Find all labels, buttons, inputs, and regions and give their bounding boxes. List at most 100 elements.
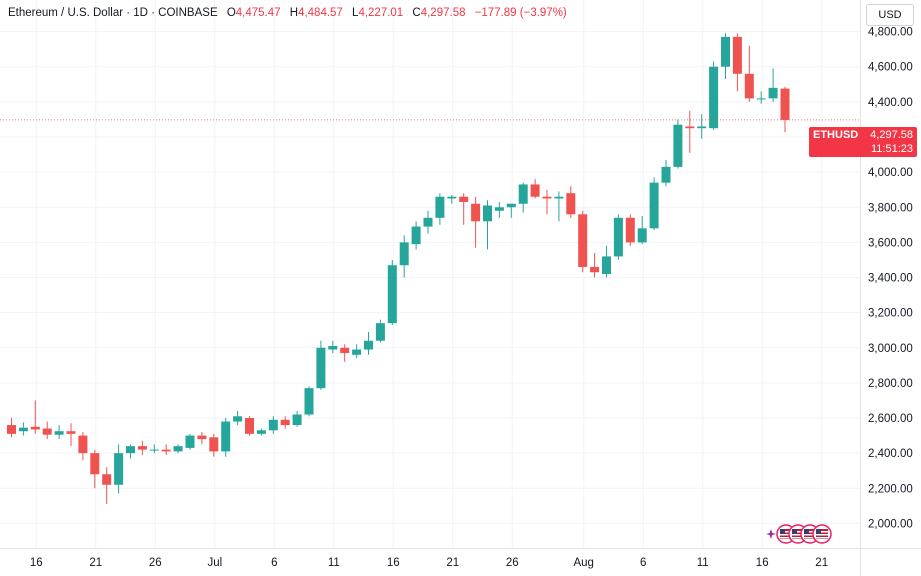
x-tick-label: Jul: [207, 557, 222, 569]
candle-body: [66, 431, 76, 434]
candle-body: [411, 226, 421, 245]
candle-body: [447, 196, 457, 199]
currency-button[interactable]: USD: [866, 4, 914, 26]
y-tick-label: 2,200.00: [868, 483, 913, 495]
x-tick-label: Aug: [573, 557, 593, 569]
candle-body: [280, 419, 290, 426]
candle-body: [697, 126, 707, 129]
candle: [149, 444, 159, 454]
candle-body: [78, 435, 88, 454]
candle-body: [387, 265, 397, 324]
candle-body: [18, 427, 28, 432]
candle: [780, 87, 790, 133]
candle: [590, 252, 600, 278]
y-tick-label: 2,800.00: [868, 378, 913, 390]
candle-body: [685, 126, 695, 129]
candle: [709, 61, 719, 130]
candle: [732, 33, 742, 92]
candle-body: [721, 36, 730, 67]
candle: [304, 386, 314, 417]
candle-body: [268, 419, 278, 431]
x-tick-label: 26: [149, 557, 162, 569]
y-tick-label: 3,000.00: [868, 343, 913, 355]
candle-body: [709, 66, 719, 129]
us-flag-icon[interactable]: [812, 524, 832, 544]
candle: [173, 444, 183, 454]
x-tick-label: 21: [815, 557, 828, 569]
candle: [756, 91, 766, 104]
candle: [233, 411, 243, 426]
candle: [245, 416, 254, 436]
candle: [685, 110, 695, 153]
candle-body: [625, 217, 635, 243]
candle: [90, 449, 100, 489]
candle-body: [185, 435, 195, 448]
candle-body: [197, 435, 207, 440]
candle: [744, 45, 754, 102]
candle: [161, 444, 171, 455]
y-tick-label: 2,600.00: [868, 413, 913, 425]
candle-body: [637, 228, 647, 243]
candle: [197, 432, 207, 445]
candle-body: [328, 346, 338, 350]
low-label: L: [352, 7, 359, 19]
candle: [185, 433, 195, 450]
candle-body: [292, 414, 302, 426]
candle-body: [102, 474, 112, 485]
low-value: 4,227.01: [358, 7, 404, 19]
candle-body: [578, 214, 588, 267]
candle-body: [161, 449, 171, 452]
sparkle-icon[interactable]: [766, 529, 776, 539]
candle-body: [494, 207, 504, 211]
candle-body: [399, 242, 409, 266]
candle: [18, 422, 28, 436]
x-tick-label: 6: [640, 557, 646, 569]
candle-body: [756, 98, 766, 100]
candle: [411, 221, 421, 250]
high-value: 4,484.57: [298, 7, 343, 19]
candle: [483, 200, 492, 250]
candle-body: [566, 193, 576, 215]
candle: [42, 421, 52, 440]
candle-body: [554, 196, 564, 199]
x-tick-label: 11: [328, 557, 340, 569]
open-value: 4,475.47: [235, 7, 281, 19]
candle-body: [90, 453, 100, 475]
candle: [554, 191, 564, 222]
candle: [209, 433, 219, 457]
x-tick-label: 16: [387, 557, 400, 569]
candle-body: [209, 437, 219, 452]
candle: [673, 119, 683, 169]
candle: [542, 189, 552, 215]
high-label: H: [289, 7, 299, 19]
candle-body: [661, 166, 671, 183]
y-tick-label: 4,000.00: [868, 167, 913, 179]
candle: [435, 193, 445, 225]
candle: [530, 179, 540, 199]
candle: [602, 245, 611, 278]
events-markers[interactable]: [764, 523, 836, 545]
candle: [387, 259, 397, 325]
candle-body: [221, 421, 231, 452]
price-tag-countdown: 11:51:23: [870, 143, 913, 155]
x-tick-label: 16: [756, 557, 769, 569]
candle: [697, 114, 707, 139]
candle: [280, 416, 290, 429]
candle-body: [471, 203, 481, 222]
candle: [506, 203, 516, 218]
close-label: C: [412, 7, 421, 19]
candle-body: [126, 446, 135, 454]
candles: [7, 33, 790, 505]
y-tick-label: 3,400.00: [868, 273, 913, 285]
candle: [256, 428, 266, 436]
candle: [625, 214, 635, 246]
x-axis-ticks: 16 21 26 Jul 6 11 16 21 26 Aug 6 11 16 21: [30, 557, 828, 569]
symbol-title[interactable]: Ethereum / U.S. Dollar · 1D · COINBASE: [8, 7, 218, 19]
candle: [399, 235, 409, 278]
candle: [471, 196, 481, 248]
y-tick-label: 2,000.00: [868, 518, 913, 530]
candle: [649, 177, 659, 231]
candle: [447, 194, 457, 204]
